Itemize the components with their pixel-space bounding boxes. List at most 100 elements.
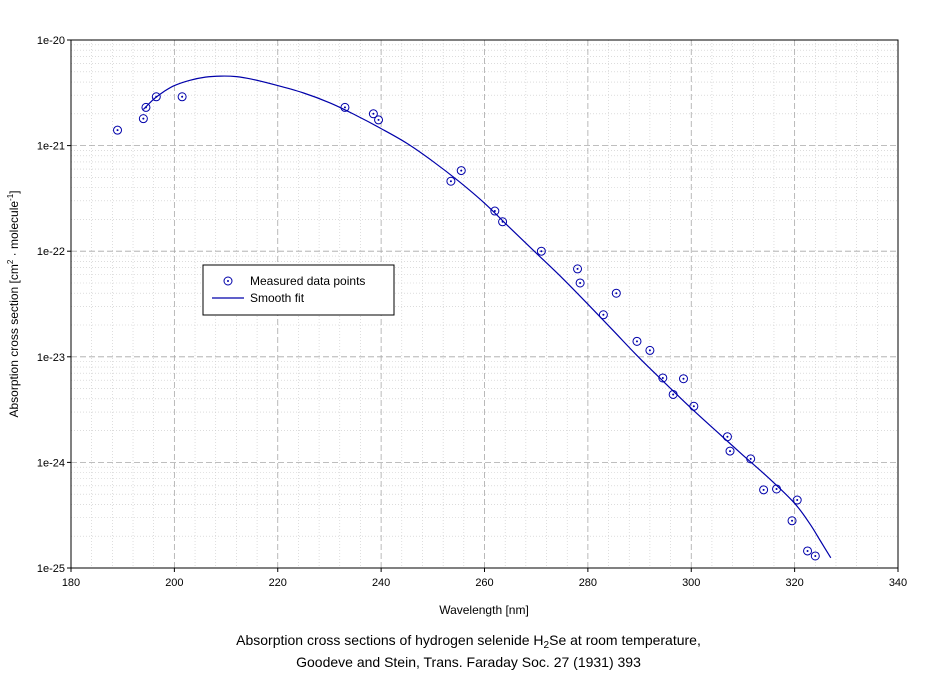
data-point-ring — [668, 389, 678, 399]
data-point — [803, 546, 813, 556]
y-tick-label: 1e-20 — [37, 35, 65, 47]
y-axis-title-sup1: 2 — [6, 259, 15, 264]
data-point-dot — [155, 95, 158, 98]
data-point — [374, 115, 384, 125]
data-point — [668, 389, 678, 399]
data-point-dot — [602, 313, 605, 316]
data-point-ring — [536, 246, 546, 256]
data-point-ring — [611, 288, 621, 298]
data-point-ring — [598, 310, 608, 320]
data-point-ring — [725, 446, 735, 456]
y-axis-title-mid: · molecule — [7, 201, 21, 260]
data-point — [141, 102, 151, 112]
y-tick-label: 1e-23 — [37, 352, 65, 364]
data-point-dot — [493, 210, 496, 213]
caption-line-1-post: Se at room temperature, — [549, 632, 701, 648]
smooth-fit-line — [142, 75, 832, 559]
data-point-dot — [661, 376, 664, 379]
x-tick-label: 240 — [372, 577, 390, 589]
data-point-dot — [729, 450, 732, 453]
data-point — [498, 217, 508, 227]
data-point — [722, 432, 732, 442]
measured-data-points — [113, 92, 820, 561]
data-point-dot — [749, 457, 752, 460]
data-point — [536, 246, 546, 256]
data-point-ring — [759, 485, 769, 495]
y-tick-label: 1e-22 — [37, 246, 65, 258]
caption-subscript: 2 — [543, 640, 550, 651]
x-axis-ticks: 180 200 220 240 260 280 300 320 340 — [62, 568, 907, 589]
legend-marker-measured — [223, 276, 233, 286]
data-point — [772, 484, 782, 494]
y-tick-label: 1e-21 — [37, 141, 65, 153]
data-point — [598, 310, 608, 320]
data-point — [759, 485, 769, 495]
data-point-dot — [796, 499, 799, 502]
data-point-ring — [141, 102, 151, 112]
data-point-dot — [775, 487, 778, 490]
data-point-dot — [116, 129, 119, 132]
data-point — [632, 336, 642, 346]
y-axis-title-pre: Absorption cross section [cm — [7, 264, 21, 417]
data-point-ring — [498, 217, 508, 227]
data-point-ring — [374, 115, 384, 125]
y-axis-title-sup2: -1 — [6, 193, 15, 201]
data-point — [177, 92, 187, 102]
data-point — [810, 551, 820, 561]
x-tick-label: 180 — [62, 577, 80, 589]
y-tick-label: 1e-24 — [37, 457, 65, 469]
data-point-ring — [678, 374, 688, 384]
figure-caption-line-2: Goodeve and Stein, Trans. Faraday Soc. 2… — [296, 654, 641, 670]
data-point-ring — [632, 336, 642, 346]
legend: Measured data points Smooth fit — [202, 264, 395, 316]
data-point-ring — [446, 176, 456, 186]
data-point — [792, 495, 802, 505]
data-point-ring — [151, 92, 161, 102]
data-point — [490, 206, 500, 216]
data-point — [340, 102, 350, 112]
data-point — [746, 454, 756, 464]
data-point — [678, 374, 688, 384]
data-point-dot — [576, 267, 579, 270]
data-point-ring — [113, 125, 123, 135]
data-point — [611, 288, 621, 298]
figure-caption-line-1: Absorption cross sections of hydrogen se… — [0, 632, 937, 651]
y-tick-label: 1e-25 — [37, 563, 65, 575]
data-point-dot — [377, 118, 380, 121]
data-point-dot — [762, 488, 765, 491]
data-point — [573, 264, 583, 274]
x-tick-label: 200 — [165, 577, 183, 589]
data-point-dot — [635, 340, 638, 343]
x-tick-label: 320 — [785, 577, 803, 589]
legend-label-fit: Smooth fit — [250, 291, 305, 305]
data-point-ring — [340, 102, 350, 112]
data-point-ring — [787, 516, 797, 526]
data-point-dot — [682, 377, 685, 380]
data-point-ring — [456, 166, 466, 176]
data-point-dot — [806, 549, 809, 552]
data-point — [787, 516, 797, 526]
data-point-dot — [615, 292, 618, 295]
data-point-ring — [722, 432, 732, 442]
data-point-ring — [490, 206, 500, 216]
y-axis-ticks: 1e-20 1e-21 1e-22 1e-23 1e-24 1e-25 — [37, 35, 71, 575]
data-point-dot — [540, 250, 543, 253]
data-point-dot — [144, 106, 147, 109]
data-point-dot — [672, 393, 675, 396]
data-point-dot — [648, 349, 651, 352]
data-point-ring — [772, 484, 782, 494]
data-point — [151, 92, 161, 102]
x-tick-label: 280 — [579, 577, 597, 589]
data-point-dot — [791, 519, 794, 522]
data-point — [446, 176, 456, 186]
data-point-ring — [746, 454, 756, 464]
data-point — [689, 401, 699, 411]
data-point — [575, 278, 585, 288]
data-point-ring — [573, 264, 583, 274]
data-point-dot — [579, 281, 582, 284]
data-point-dot — [142, 117, 145, 120]
y-axis-title-post: ] — [7, 190, 21, 193]
chart: 180 200 220 240 260 280 300 320 340 1e-201e-211e… — [6, 35, 907, 617]
data-point — [113, 125, 123, 135]
data-point-dot — [692, 405, 695, 408]
